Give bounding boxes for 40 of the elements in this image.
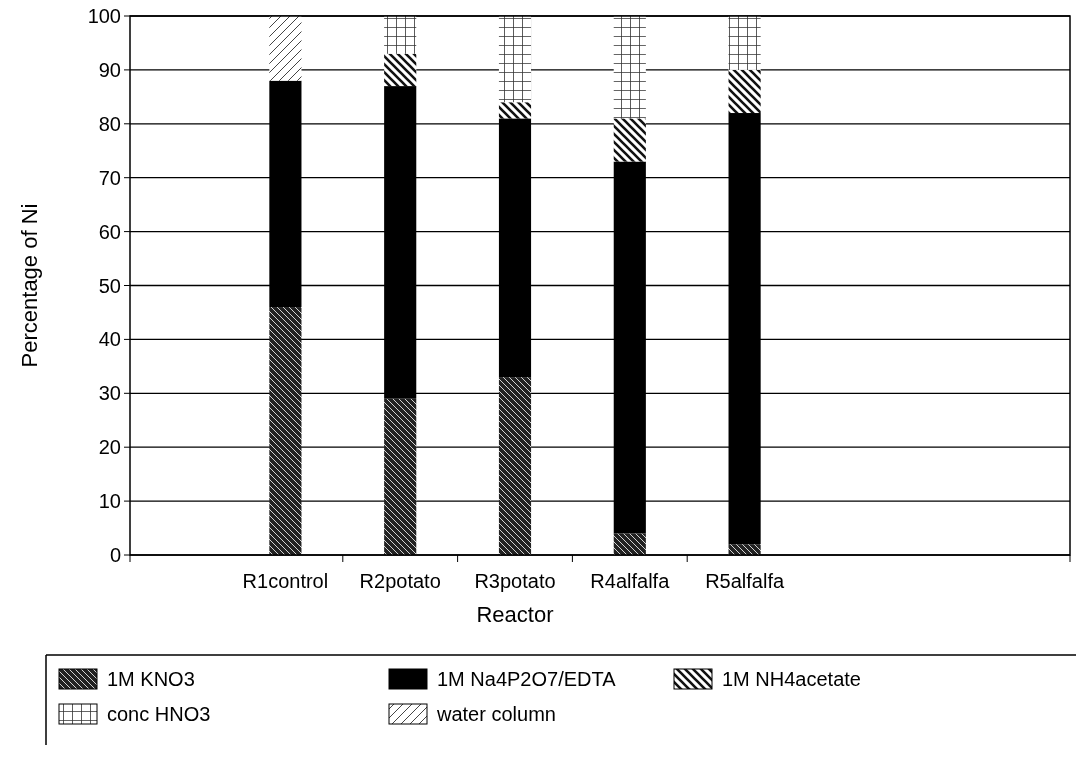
bar [728, 544, 761, 555]
bar [384, 86, 417, 399]
x-tick-label: R3potato [474, 570, 556, 592]
bar [269, 307, 302, 555]
bar [498, 102, 532, 119]
legend-label: 1M KNO3 [107, 668, 195, 690]
x-tick-label: R1control [242, 570, 329, 592]
x-tick-label: R5alfalfa [705, 570, 785, 592]
y-axis-title: Percentage of Ni [17, 203, 42, 368]
y-tick-label: 30 [98, 382, 121, 405]
y-tick-label: 70 [98, 166, 121, 189]
bar [613, 161, 646, 534]
bar [498, 16, 532, 103]
bar [498, 118, 532, 378]
x-axis-title: Reactor [476, 602, 554, 627]
legend-label: conc HNO3 [107, 703, 211, 725]
y-tick-label: 100 [87, 5, 121, 27]
x-tick-label: R2potato [359, 570, 441, 592]
bar [613, 118, 646, 162]
bar [498, 377, 532, 555]
y-tick-label: 10 [98, 490, 121, 513]
bar [384, 53, 417, 87]
y-tick-label: 60 [98, 220, 121, 243]
x-tick-label: R4alfalfa [590, 570, 671, 592]
y-tick-label: 90 [98, 58, 121, 81]
legend-label: 1M Na4P2O7/EDTA [437, 668, 617, 690]
y-tick-label: 80 [98, 112, 121, 135]
bar [728, 69, 761, 114]
bar [384, 16, 417, 54]
y-tick-label: 50 [98, 274, 121, 297]
bar [728, 16, 761, 70]
bar [384, 398, 417, 555]
bar [728, 113, 761, 545]
y-tick-label: 20 [98, 436, 121, 459]
y-tick-label: 40 [98, 328, 121, 351]
legend-label: 1M NH4acetate [722, 668, 861, 690]
bar [613, 533, 646, 555]
legend-label: water column [436, 703, 556, 725]
bar [269, 80, 302, 308]
y-tick-label: 0 [109, 544, 121, 566]
